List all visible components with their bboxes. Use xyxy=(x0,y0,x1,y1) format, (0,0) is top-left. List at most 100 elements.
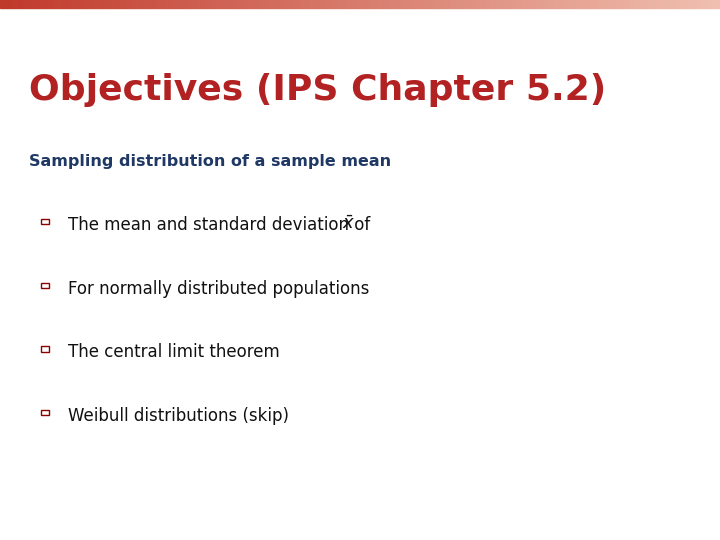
Bar xyxy=(148,0,151,8)
Bar xyxy=(328,0,331,8)
Bar xyxy=(612,0,616,8)
Bar xyxy=(320,0,324,8)
Bar xyxy=(526,0,529,8)
Bar xyxy=(439,0,443,8)
Bar xyxy=(112,0,115,8)
Bar xyxy=(310,0,313,8)
Bar xyxy=(374,0,378,8)
Bar xyxy=(349,0,353,8)
Bar xyxy=(385,0,389,8)
Bar xyxy=(497,0,500,8)
Bar xyxy=(47,0,50,8)
Bar xyxy=(590,0,594,8)
Bar xyxy=(601,0,605,8)
Bar xyxy=(29,0,32,8)
Bar xyxy=(479,0,482,8)
Bar xyxy=(256,0,259,8)
Bar xyxy=(392,0,396,8)
Bar xyxy=(544,0,547,8)
Bar xyxy=(403,0,407,8)
Bar xyxy=(238,0,241,8)
Bar xyxy=(133,0,137,8)
Bar xyxy=(65,0,68,8)
Text: The mean and standard deviation of: The mean and standard deviation of xyxy=(68,216,371,234)
Bar xyxy=(518,0,522,8)
Bar xyxy=(605,0,608,8)
Bar xyxy=(68,0,72,8)
Bar xyxy=(626,0,630,8)
Bar xyxy=(119,0,122,8)
Bar xyxy=(338,0,342,8)
Bar xyxy=(691,0,695,8)
Bar xyxy=(623,0,626,8)
Bar xyxy=(162,0,166,8)
Bar xyxy=(378,0,382,8)
Bar xyxy=(418,0,421,8)
Bar xyxy=(414,0,418,8)
Bar xyxy=(598,0,601,8)
Bar xyxy=(234,0,238,8)
Bar xyxy=(252,0,256,8)
Bar xyxy=(698,0,702,8)
Bar xyxy=(245,0,248,8)
Bar xyxy=(446,0,450,8)
Bar xyxy=(205,0,209,8)
Bar xyxy=(644,0,648,8)
Bar xyxy=(194,0,198,8)
Bar xyxy=(54,0,58,8)
Bar xyxy=(40,0,43,8)
Bar xyxy=(25,0,29,8)
Bar xyxy=(680,0,684,8)
Bar xyxy=(540,0,544,8)
Bar xyxy=(331,0,335,8)
Bar xyxy=(191,0,194,8)
Bar xyxy=(558,0,562,8)
Bar xyxy=(108,0,112,8)
Bar xyxy=(151,0,155,8)
Bar xyxy=(292,0,295,8)
Bar xyxy=(41,219,49,224)
Bar xyxy=(248,0,252,8)
Bar xyxy=(443,0,446,8)
Bar xyxy=(572,0,576,8)
Bar xyxy=(187,0,191,8)
Bar xyxy=(169,0,173,8)
Bar xyxy=(580,0,583,8)
Bar xyxy=(702,0,706,8)
Bar xyxy=(356,0,360,8)
Bar xyxy=(18,0,22,8)
Bar xyxy=(126,0,130,8)
Bar xyxy=(652,0,655,8)
Bar xyxy=(36,0,40,8)
Bar xyxy=(61,0,65,8)
Bar xyxy=(666,0,670,8)
Bar xyxy=(137,0,140,8)
Bar xyxy=(522,0,526,8)
Bar xyxy=(367,0,371,8)
Bar xyxy=(302,0,306,8)
Bar xyxy=(410,0,414,8)
Bar xyxy=(695,0,698,8)
Bar xyxy=(655,0,659,8)
Bar xyxy=(342,0,346,8)
Bar xyxy=(41,282,49,288)
Bar xyxy=(79,0,83,8)
Bar xyxy=(641,0,644,8)
Bar xyxy=(576,0,580,8)
Bar xyxy=(22,0,25,8)
Bar xyxy=(547,0,551,8)
Bar xyxy=(90,0,94,8)
Bar xyxy=(684,0,688,8)
Bar xyxy=(677,0,680,8)
Bar xyxy=(482,0,486,8)
Bar xyxy=(457,0,461,8)
Bar xyxy=(7,0,11,8)
Bar xyxy=(313,0,317,8)
Bar xyxy=(140,0,144,8)
Bar xyxy=(673,0,677,8)
Bar xyxy=(220,0,223,8)
Bar xyxy=(551,0,554,8)
Bar xyxy=(490,0,493,8)
Bar xyxy=(616,0,619,8)
Bar xyxy=(371,0,374,8)
